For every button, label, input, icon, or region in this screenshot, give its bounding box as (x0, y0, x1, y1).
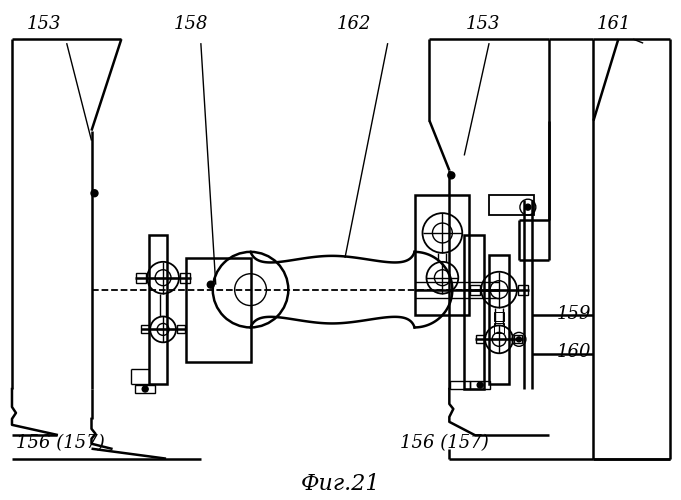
Text: 160: 160 (556, 343, 591, 361)
Bar (186, 258, 251, 362)
Text: 156 (157): 156 (157) (16, 434, 105, 452)
Bar (136, 273, 146, 282)
Bar (470, 284, 480, 294)
Text: 153: 153 (27, 15, 61, 33)
Circle shape (448, 172, 455, 179)
Bar (415, 195, 469, 314)
Bar (514, 336, 522, 344)
Circle shape (477, 382, 483, 388)
Bar (518, 284, 528, 294)
Bar (489, 195, 534, 215)
Text: 156 (157): 156 (157) (400, 434, 488, 452)
Circle shape (525, 204, 531, 210)
Text: 161: 161 (597, 15, 631, 33)
Circle shape (516, 337, 522, 342)
Circle shape (207, 281, 215, 288)
Bar (476, 336, 484, 344)
Bar (450, 381, 470, 389)
Bar (136, 385, 155, 393)
Bar (141, 326, 149, 334)
Text: 153: 153 (465, 15, 500, 33)
Bar (464, 235, 484, 389)
Bar (177, 326, 185, 334)
Circle shape (142, 386, 148, 392)
Bar (180, 273, 190, 282)
Bar (489, 255, 509, 384)
Text: 158: 158 (174, 15, 208, 33)
Text: 162: 162 (337, 15, 372, 33)
Bar (149, 235, 167, 384)
Bar (470, 381, 490, 389)
Text: 159: 159 (556, 306, 591, 324)
Bar (494, 312, 504, 322)
Text: Фиг.21: Фиг.21 (301, 474, 380, 496)
Circle shape (91, 190, 98, 196)
Bar (494, 324, 504, 334)
